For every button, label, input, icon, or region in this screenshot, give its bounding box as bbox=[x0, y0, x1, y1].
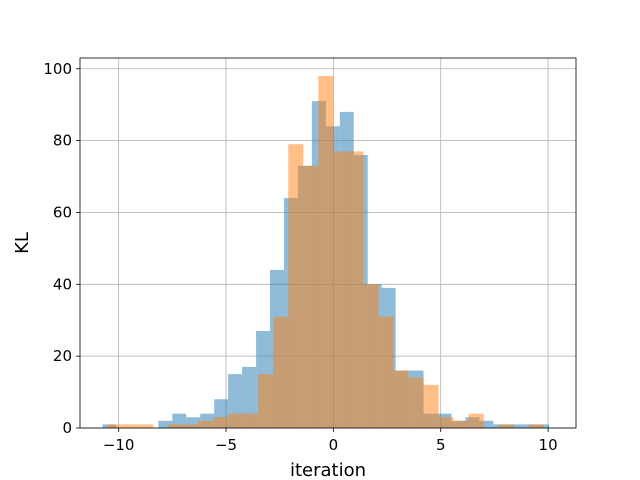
histogram-bar-series-1 bbox=[521, 424, 536, 428]
histogram-bar-series-2 bbox=[498, 424, 514, 428]
histogram-bar-series-2 bbox=[288, 144, 304, 428]
histogram-bar-series-2 bbox=[333, 151, 349, 428]
histogram-bar-series-1 bbox=[186, 417, 201, 428]
y-tick-label: 20 bbox=[53, 347, 72, 365]
histogram-bar-series-2 bbox=[423, 384, 439, 428]
histogram-bar-series-2 bbox=[528, 424, 544, 428]
histogram-bar-series-2 bbox=[168, 424, 184, 428]
y-tick-label: 80 bbox=[53, 132, 72, 150]
histogram-bar-series-2 bbox=[258, 374, 274, 428]
histogram-bar-series-2 bbox=[107, 424, 123, 428]
y-tick-label: 40 bbox=[53, 275, 72, 293]
x-tick-label: 0 bbox=[329, 436, 339, 454]
histogram-bar-series-2 bbox=[408, 377, 424, 428]
histogram-bar-series-2 bbox=[363, 284, 379, 428]
x-axis-label: iteration bbox=[290, 460, 366, 480]
histogram-bar-series-2 bbox=[273, 316, 289, 428]
histogram-bar-series-2 bbox=[438, 417, 454, 428]
histogram-bar-series-2 bbox=[213, 417, 229, 428]
y-tick-label: 100 bbox=[43, 60, 72, 78]
histogram-bar-series-2 bbox=[122, 424, 138, 428]
x-ticks: −10 −5 0 5 10 bbox=[103, 428, 558, 454]
histogram-bar-series-2 bbox=[243, 413, 259, 428]
plot-frame bbox=[79, 57, 577, 429]
histogram-bar-series-2 bbox=[137, 424, 154, 428]
x-tick-label: 5 bbox=[436, 436, 446, 454]
y-axis-label: KL bbox=[12, 232, 33, 254]
x-tick-label: 10 bbox=[539, 436, 558, 454]
histogram-bar-series-1 bbox=[507, 424, 522, 428]
bars-layer bbox=[102, 75, 550, 429]
histogram-bar-series-1 bbox=[479, 420, 494, 428]
histogram-bar-series-2 bbox=[378, 316, 394, 428]
y-tick-label: 60 bbox=[53, 203, 72, 221]
y-tick-label: 0 bbox=[62, 419, 72, 437]
x-tick-label: −10 bbox=[103, 436, 135, 454]
histogram-bar-series-2 bbox=[318, 75, 334, 428]
histogram-bar-series-2 bbox=[228, 413, 244, 428]
histogram-bar-series-2 bbox=[198, 420, 214, 428]
histogram-bar-series-2 bbox=[468, 413, 484, 428]
histogram-bar-series-1 bbox=[158, 420, 173, 428]
histogram-bar-series-2 bbox=[348, 151, 364, 428]
histogram-bar-series-2 bbox=[303, 165, 319, 429]
x-tick-label: −5 bbox=[215, 436, 237, 454]
y-ticks: 0 20 40 60 80 100 bbox=[43, 60, 80, 437]
histogram-bar-series-2 bbox=[393, 370, 409, 428]
histogram-bar-series-2 bbox=[183, 424, 199, 428]
histogram-bar-series-1 bbox=[242, 366, 257, 428]
histogram-bar-series-2 bbox=[453, 420, 469, 428]
